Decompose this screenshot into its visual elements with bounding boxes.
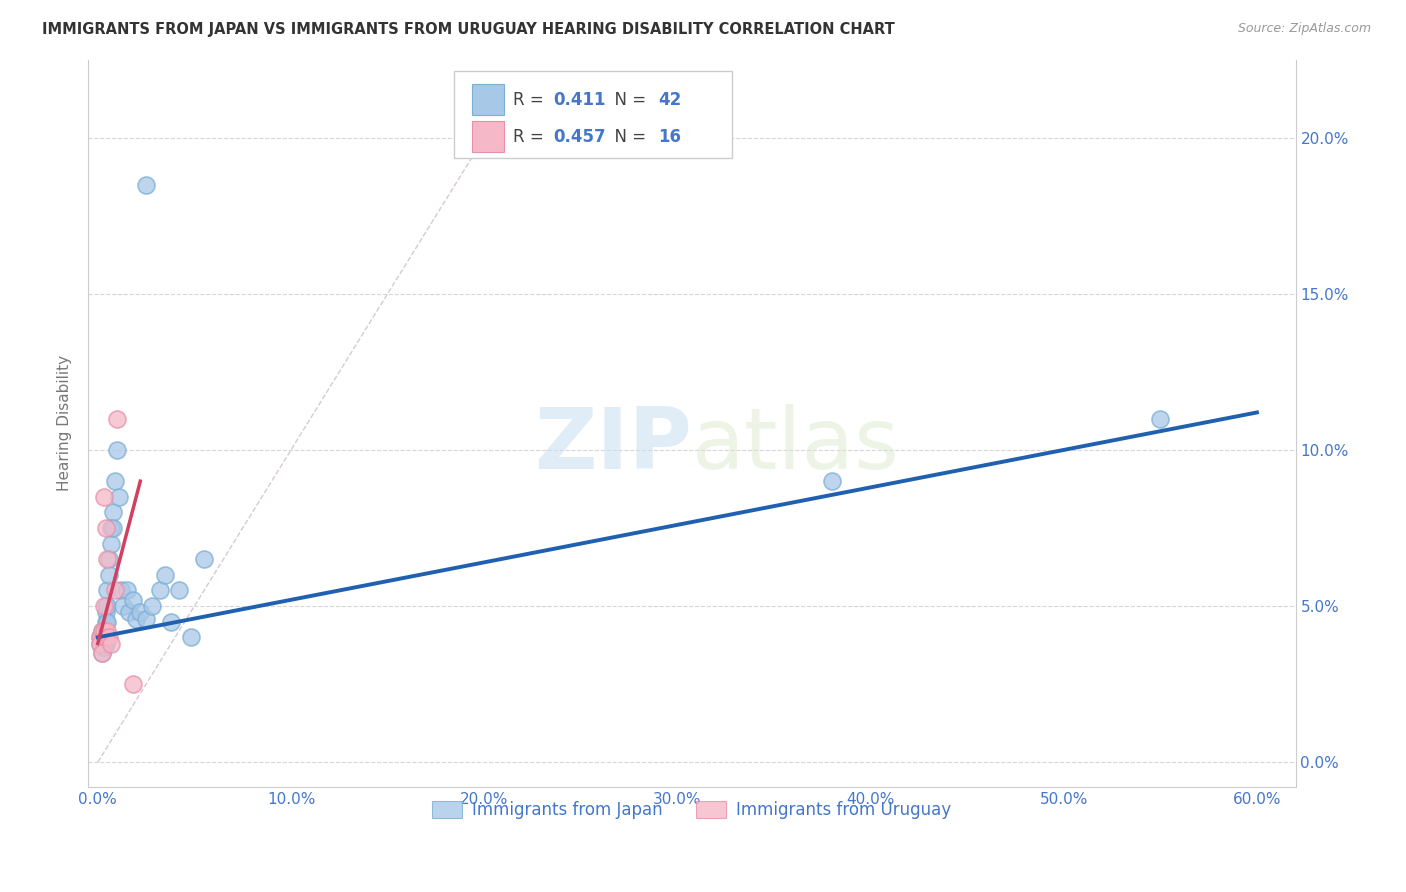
Legend: Immigrants from Japan, Immigrants from Uruguay: Immigrants from Japan, Immigrants from U… <box>426 795 957 826</box>
Point <box>180 630 202 644</box>
Text: IMMIGRANTS FROM JAPAN VS IMMIGRANTS FROM URUGUAY HEARING DISABILITY CORRELATION : IMMIGRANTS FROM JAPAN VS IMMIGRANTS FROM… <box>42 22 896 37</box>
Point <box>121 677 143 691</box>
Point <box>93 490 115 504</box>
Point <box>105 442 128 457</box>
Point <box>89 630 111 644</box>
Point <box>93 636 115 650</box>
Point <box>1149 411 1171 425</box>
Point <box>93 640 115 654</box>
Point <box>90 646 112 660</box>
Point <box>89 636 111 650</box>
Point <box>98 552 121 566</box>
Point <box>96 552 118 566</box>
Point <box>111 599 134 613</box>
Point <box>93 624 115 638</box>
Point <box>90 624 112 638</box>
Point <box>94 630 117 644</box>
Point <box>160 615 183 629</box>
Text: 0.411: 0.411 <box>553 91 606 109</box>
Text: N =: N = <box>603 91 651 109</box>
Text: R =: R = <box>513 128 550 145</box>
Point <box>94 599 117 613</box>
Point <box>129 605 152 619</box>
Point <box>135 178 157 192</box>
Point <box>90 624 112 638</box>
Text: 0.457: 0.457 <box>553 128 606 145</box>
Point <box>96 583 118 598</box>
Text: N =: N = <box>603 128 651 145</box>
Point <box>108 490 131 504</box>
Point <box>94 605 117 619</box>
Point <box>93 599 115 613</box>
Point <box>89 630 111 644</box>
Point <box>105 411 128 425</box>
Point <box>110 583 132 598</box>
Point <box>115 583 138 598</box>
Point <box>193 552 215 566</box>
Text: R =: R = <box>513 91 550 109</box>
FancyBboxPatch shape <box>454 70 731 158</box>
Point <box>96 599 118 613</box>
Point <box>167 583 190 598</box>
Point <box>100 536 122 550</box>
Text: ZIP: ZIP <box>534 404 692 487</box>
Point <box>98 630 121 644</box>
Point <box>93 630 115 644</box>
Point <box>103 521 125 535</box>
FancyBboxPatch shape <box>472 85 503 115</box>
Point <box>103 505 125 519</box>
Point <box>96 624 118 638</box>
Point <box>104 583 127 598</box>
Point <box>90 630 112 644</box>
Point <box>125 611 148 625</box>
Text: Source: ZipAtlas.com: Source: ZipAtlas.com <box>1237 22 1371 36</box>
Point <box>98 567 121 582</box>
Point <box>155 567 177 582</box>
Y-axis label: Hearing Disability: Hearing Disability <box>58 355 72 491</box>
Point <box>821 474 844 488</box>
Text: 42: 42 <box>658 91 682 109</box>
Point <box>89 636 111 650</box>
Point <box>94 636 117 650</box>
Point <box>100 636 122 650</box>
Point <box>135 611 157 625</box>
Point <box>96 615 118 629</box>
Point <box>104 474 127 488</box>
Point <box>93 624 115 638</box>
Point <box>100 521 122 535</box>
Point <box>141 599 163 613</box>
Point <box>149 583 172 598</box>
Text: atlas: atlas <box>692 404 900 487</box>
Point <box>94 521 117 535</box>
Text: 16: 16 <box>658 128 681 145</box>
Point <box>121 592 143 607</box>
Point <box>118 605 141 619</box>
Point <box>94 615 117 629</box>
Point <box>90 646 112 660</box>
FancyBboxPatch shape <box>472 121 503 152</box>
